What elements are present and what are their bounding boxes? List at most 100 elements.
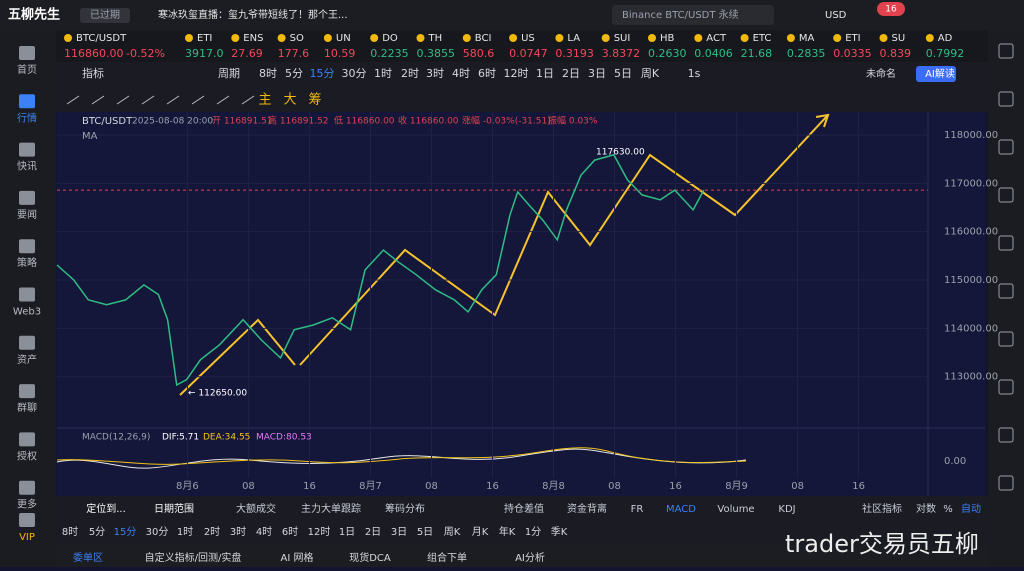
right-icon[interactable] xyxy=(998,475,1014,491)
ticker-symbol[interactable]: BCI xyxy=(475,33,492,44)
ticker-price[interactable]: 0.839 xyxy=(880,47,912,60)
search-placeholder[interactable]: Binance BTC/USDT 永续 xyxy=(622,8,739,21)
ticker-icon[interactable] xyxy=(601,34,610,42)
ticker-symbol[interactable]: BTC/USDT xyxy=(76,33,127,44)
right-icon[interactable] xyxy=(998,139,1014,155)
sidebar-label[interactable]: 群聊 xyxy=(17,401,37,414)
ticker-icon[interactable] xyxy=(462,34,471,42)
timeframe-button[interactable]: 3日 xyxy=(391,527,407,538)
indicator-tab[interactable]: KDJ xyxy=(778,504,795,515)
bottom-tab[interactable]: 委单区 xyxy=(73,551,103,564)
timeframe-button[interactable]: 年K xyxy=(499,525,516,538)
ai-button[interactable]: AI解读 xyxy=(925,67,955,80)
ticker-price[interactable]: 0.2835 xyxy=(787,47,826,60)
sidebar-label[interactable]: 快讯 xyxy=(17,161,37,173)
ticker-icon[interactable] xyxy=(509,34,518,42)
indicator-tab[interactable]: 对数 xyxy=(916,502,936,515)
interval-button[interactable]: 6时 xyxy=(478,67,496,80)
interval-button[interactable]: 周K xyxy=(641,67,660,80)
ticker-icon[interactable] xyxy=(833,34,842,42)
tool-icon[interactable] xyxy=(191,95,205,105)
sidebar-icon[interactable] xyxy=(19,142,35,157)
ticker-price[interactable]: 0.2630 xyxy=(648,47,687,60)
timeframe-button[interactable]: 30分 xyxy=(146,526,169,538)
indicator-tab[interactable]: 大额成交 xyxy=(236,502,276,515)
interval-button[interactable]: 2时 xyxy=(401,67,419,80)
interval-button[interactable]: 4时 xyxy=(452,67,470,80)
sidebar-label[interactable]: 要闻 xyxy=(17,208,37,221)
ticker-symbol[interactable]: MA xyxy=(799,33,815,44)
sidebar-label[interactable]: 行情 xyxy=(17,111,37,124)
ticker-symbol[interactable]: SUI xyxy=(614,33,631,44)
ticker-price[interactable]: 3.8372 xyxy=(602,47,641,60)
tool-icon[interactable] xyxy=(241,95,255,105)
interval-button[interactable]: 15分 xyxy=(310,67,335,80)
sidebar-icon[interactable] xyxy=(19,513,35,527)
ticker-symbol[interactable]: ACT xyxy=(706,33,727,44)
timeframe-button[interactable]: 2日 xyxy=(365,527,381,538)
ticker-price[interactable]: 21.68 xyxy=(741,47,773,60)
ticker-price[interactable]: 580.6 xyxy=(463,47,495,60)
ticker-symbol[interactable]: AD xyxy=(938,33,953,44)
sidebar-icon[interactable] xyxy=(19,239,35,254)
indicator-tab[interactable]: Volume xyxy=(717,504,754,515)
right-icon[interactable] xyxy=(998,331,1014,347)
ticker-price[interactable]: 0.0747 xyxy=(509,47,547,60)
timeframe-button[interactable]: 1分 xyxy=(525,526,541,538)
right-icon[interactable] xyxy=(998,283,1014,299)
timeframe-button[interactable]: 4时 xyxy=(256,526,272,538)
sidebar-label[interactable]: 授权 xyxy=(17,449,37,462)
ticker-icon[interactable] xyxy=(648,34,656,42)
tool-icon[interactable] xyxy=(66,95,80,105)
timeframe-button[interactable]: 季K xyxy=(551,526,568,538)
period-button[interactable]: 周期 xyxy=(218,67,240,80)
sidebar-label[interactable]: 资产 xyxy=(17,353,37,366)
bottom-tab[interactable]: AI分析 xyxy=(515,551,545,564)
interval-button[interactable]: 2日 xyxy=(562,67,580,80)
tool-icon[interactable] xyxy=(141,95,155,105)
indicator-tab[interactable]: MACD xyxy=(666,504,696,515)
ai-button-bg[interactable] xyxy=(916,66,956,82)
ticker-price[interactable]: 0.2235 xyxy=(370,47,409,60)
ticker-icon[interactable] xyxy=(185,34,193,42)
timeframe-button[interactable]: 5日 xyxy=(417,527,433,538)
ticker-icon[interactable] xyxy=(416,34,425,42)
tool-icon[interactable] xyxy=(166,95,180,105)
currency-select[interactable]: USD xyxy=(825,10,847,21)
timeframe-button[interactable]: 1时 xyxy=(177,526,193,538)
sidebar-label[interactable]: 首页 xyxy=(17,63,37,76)
sidebar-icon[interactable] xyxy=(19,287,35,302)
interval-button[interactable]: 3日 xyxy=(588,67,606,80)
indicator-tab[interactable]: 社区指标 xyxy=(862,502,902,515)
search-box[interactable] xyxy=(612,5,774,25)
timeframe-button[interactable]: 1日 xyxy=(339,527,355,538)
indicator-tab[interactable]: % xyxy=(943,504,953,515)
sidebar-label[interactable]: 更多 xyxy=(17,498,37,511)
timeframe-button[interactable]: 2时 xyxy=(204,526,220,538)
ticker-symbol[interactable]: HB xyxy=(660,33,675,44)
sidebar-label[interactable]: Web3 xyxy=(13,307,41,318)
right-icon[interactable] xyxy=(998,43,1014,59)
timeframe-button[interactable]: 15分 xyxy=(114,526,137,538)
sidebar-icon[interactable] xyxy=(19,46,35,60)
ticker-price[interactable]: 3917.0 xyxy=(185,47,224,60)
right-icon[interactable] xyxy=(998,427,1014,443)
interval-button[interactable]: 30分 xyxy=(342,67,367,80)
ticker-icon[interactable] xyxy=(231,34,240,42)
timeframe-button[interactable]: 月K xyxy=(472,526,489,538)
sidebar-icon[interactable] xyxy=(19,432,35,447)
tool-icon[interactable] xyxy=(216,95,230,105)
ticker-price[interactable]: 116860.00 xyxy=(64,47,124,60)
ticker-price[interactable]: 27.69 xyxy=(231,47,262,60)
ticker-icon[interactable] xyxy=(879,34,888,42)
ticker-price[interactable]: 0.7992 xyxy=(926,47,965,60)
timeframe-button[interactable]: 5分 xyxy=(89,526,105,538)
sidebar-icon[interactable] xyxy=(19,384,35,399)
ticker-price[interactable]: 10.59 xyxy=(324,47,356,60)
right-icon[interactable] xyxy=(998,235,1014,251)
interval-button[interactable]: 5分 xyxy=(285,67,303,80)
right-icon[interactable] xyxy=(998,187,1014,203)
interval-button[interactable]: 8时 xyxy=(259,67,277,80)
bottom-tab[interactable]: 组合下单 xyxy=(427,551,467,564)
ticker-icon[interactable] xyxy=(555,34,564,42)
